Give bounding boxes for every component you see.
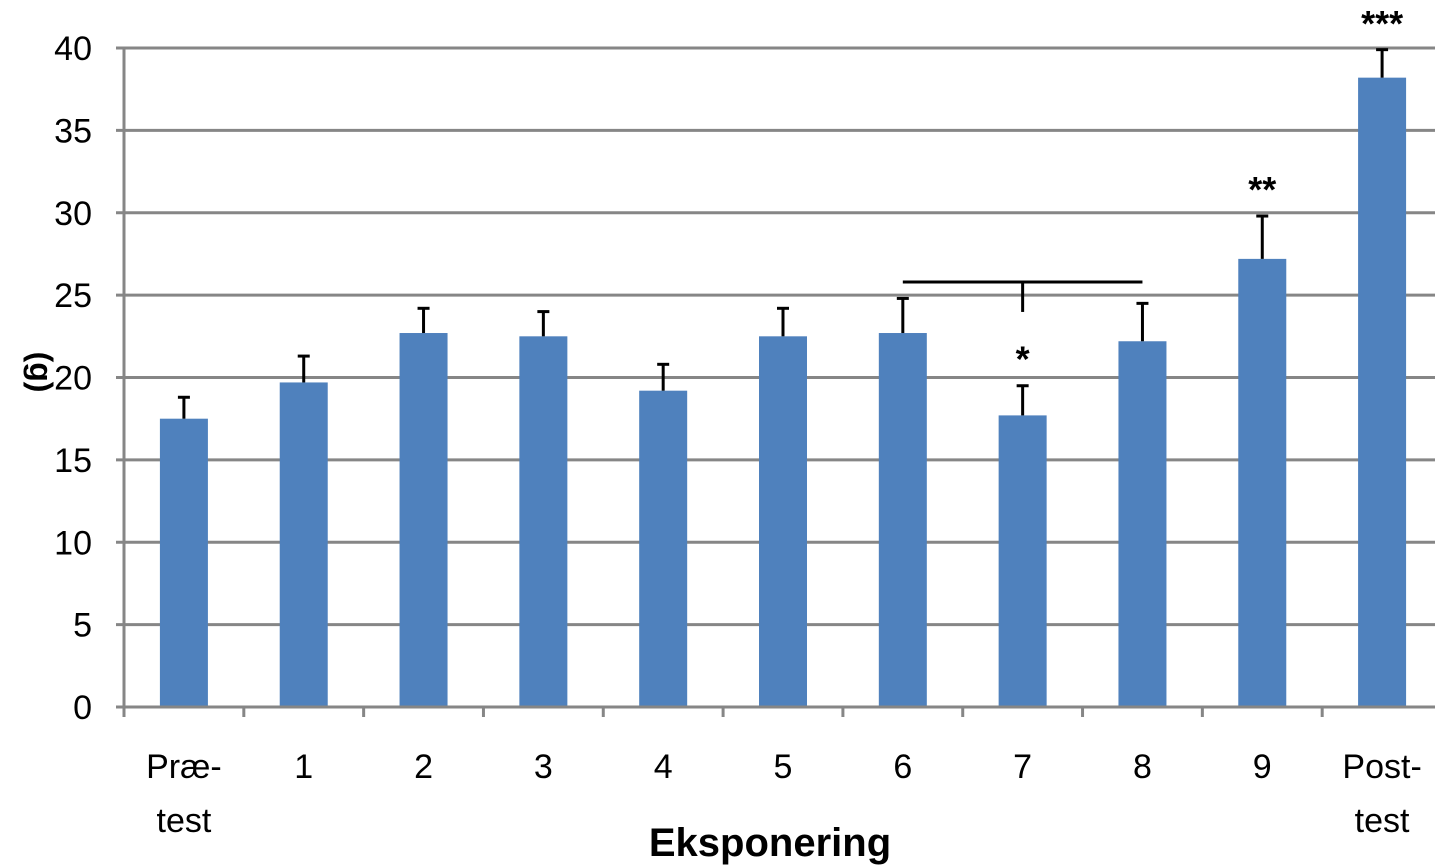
significance-star: **: [1248, 169, 1276, 210]
y-tick-label: 40: [54, 30, 92, 68]
bar: [1358, 77, 1407, 707]
bar: [1118, 341, 1167, 707]
x-tick-label: 5: [774, 748, 793, 786]
bars: [159, 77, 1407, 707]
y-tick-label: 10: [54, 524, 92, 562]
bar: [519, 336, 568, 707]
x-axis-title: Eksponering: [649, 821, 891, 865]
x-tick-label: test: [1355, 802, 1410, 840]
y-axis-title: (g): [23, 352, 59, 393]
significance-star: *: [1016, 339, 1030, 380]
x-tick-label: Præ-: [146, 748, 222, 786]
y-tick-label: 5: [73, 607, 92, 645]
bar: [279, 382, 328, 707]
y-tick-labels: 0 5 10 15 20 25 30 35 40: [54, 30, 92, 727]
x-tick-label: 7: [1013, 748, 1032, 786]
x-tick-labels: Præ-test 1 2 3 4 5 6 7 8 9 Post-test: [146, 748, 1422, 840]
y-tick-label: 0: [73, 689, 92, 727]
y-tick-label: 25: [54, 277, 92, 315]
error-bars: [177, 48, 1389, 419]
bar: [878, 333, 927, 707]
x-tick-label: 9: [1253, 748, 1272, 786]
bar: [759, 336, 807, 707]
bar: [998, 415, 1047, 707]
x-tick-label: test: [157, 802, 212, 840]
x-tick-label: 1: [294, 748, 313, 786]
significance-annotations: ******: [902, 3, 1403, 380]
bar: [399, 333, 448, 707]
x-tick-label: Post-: [1342, 748, 1421, 786]
y-tick-label: 35: [54, 112, 92, 150]
x-tick-label: 3: [534, 748, 553, 786]
x-tick-label: 4: [654, 748, 673, 786]
bar: [639, 390, 688, 707]
bar: [1238, 258, 1287, 707]
y-axis-title-group: (g): [23, 352, 59, 393]
y-tick-label: 20: [54, 360, 92, 398]
x-tick-label: 8: [1133, 748, 1152, 786]
x-tick-label: 2: [414, 748, 433, 786]
axes: [116, 46, 1435, 717]
y-tick-label: 30: [54, 195, 92, 233]
x-tick-label: 6: [893, 748, 912, 786]
bar: [159, 418, 208, 707]
y-tick-label: 15: [54, 442, 92, 480]
significance-star: ***: [1361, 3, 1403, 44]
